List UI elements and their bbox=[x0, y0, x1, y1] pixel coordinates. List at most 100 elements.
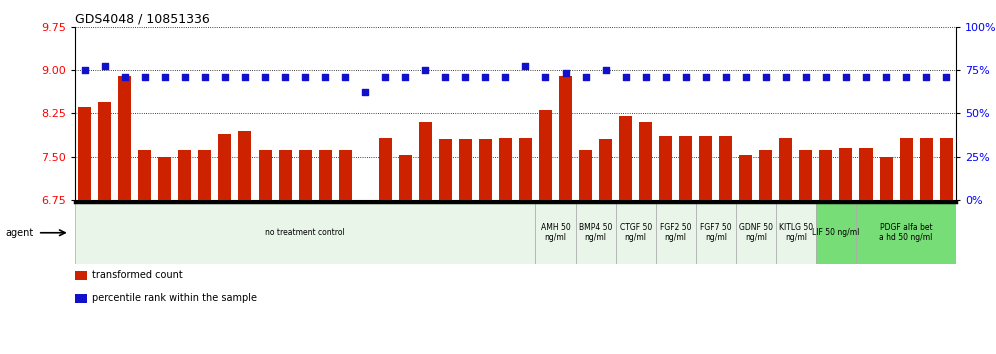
Point bbox=[237, 74, 253, 80]
Point bbox=[437, 74, 453, 80]
Bar bbox=[679, 136, 692, 200]
Text: PDGF alfa bet
a hd 50 ng/ml: PDGF alfa bet a hd 50 ng/ml bbox=[879, 223, 933, 242]
Point bbox=[97, 64, 113, 69]
Point bbox=[358, 90, 374, 95]
Bar bbox=[919, 138, 932, 200]
Point bbox=[417, 67, 433, 73]
Bar bbox=[576, 202, 616, 264]
Point bbox=[637, 74, 653, 80]
Point bbox=[477, 74, 493, 80]
Bar bbox=[398, 155, 411, 200]
Text: agent: agent bbox=[5, 228, 33, 238]
Bar bbox=[739, 155, 752, 200]
Point bbox=[397, 74, 413, 80]
Point bbox=[878, 74, 894, 80]
Bar bbox=[359, 200, 372, 202]
Text: percentile rank within the sample: percentile rank within the sample bbox=[92, 293, 257, 303]
Bar bbox=[820, 150, 833, 200]
Point bbox=[77, 67, 93, 73]
Point bbox=[518, 64, 534, 69]
Point bbox=[718, 74, 734, 80]
Bar bbox=[536, 202, 576, 264]
Bar bbox=[879, 156, 892, 200]
Bar bbox=[198, 150, 211, 200]
Bar bbox=[899, 138, 912, 200]
Point bbox=[197, 74, 213, 80]
Text: no treatment control: no treatment control bbox=[265, 228, 345, 237]
Bar bbox=[75, 202, 536, 264]
Bar bbox=[579, 150, 592, 200]
Point bbox=[758, 74, 774, 80]
Bar bbox=[539, 110, 552, 200]
Bar bbox=[776, 202, 816, 264]
Point bbox=[778, 74, 794, 80]
Point bbox=[698, 74, 714, 80]
Bar bbox=[800, 150, 813, 200]
Point bbox=[798, 74, 814, 80]
Bar bbox=[655, 202, 696, 264]
Bar bbox=[479, 139, 492, 200]
Point bbox=[277, 74, 293, 80]
Text: GDS4048 / 10851336: GDS4048 / 10851336 bbox=[75, 12, 209, 25]
Point bbox=[677, 74, 693, 80]
Bar bbox=[459, 139, 472, 200]
Bar bbox=[119, 76, 131, 200]
Bar bbox=[218, 133, 231, 200]
Bar bbox=[759, 150, 772, 200]
Bar bbox=[559, 76, 572, 200]
Bar bbox=[519, 138, 532, 200]
Bar bbox=[779, 138, 793, 200]
Point bbox=[578, 74, 594, 80]
Bar bbox=[696, 202, 736, 264]
Point bbox=[117, 74, 132, 80]
Bar bbox=[418, 122, 432, 200]
Point bbox=[618, 74, 633, 80]
Bar bbox=[178, 150, 191, 200]
Bar bbox=[339, 150, 352, 200]
Bar bbox=[79, 108, 92, 200]
Bar bbox=[639, 122, 652, 200]
Point bbox=[838, 74, 854, 80]
Text: transformed count: transformed count bbox=[92, 270, 182, 280]
Bar bbox=[299, 150, 312, 200]
Point bbox=[818, 74, 834, 80]
Bar bbox=[856, 202, 956, 264]
Text: GDNF 50
ng/ml: GDNF 50 ng/ml bbox=[739, 223, 773, 242]
Bar bbox=[439, 139, 452, 200]
Point bbox=[338, 74, 354, 80]
Point bbox=[297, 74, 313, 80]
Point bbox=[858, 74, 873, 80]
Point bbox=[217, 74, 233, 80]
Bar bbox=[99, 102, 112, 200]
Bar bbox=[939, 138, 952, 200]
Text: AMH 50
ng/ml: AMH 50 ng/ml bbox=[541, 223, 571, 242]
Text: KITLG 50
ng/ml: KITLG 50 ng/ml bbox=[779, 223, 813, 242]
Bar bbox=[840, 148, 853, 200]
Text: LIF 50 ng/ml: LIF 50 ng/ml bbox=[813, 228, 860, 237]
Point bbox=[317, 74, 333, 80]
Point bbox=[938, 74, 954, 80]
Text: BMP4 50
ng/ml: BMP4 50 ng/ml bbox=[579, 223, 613, 242]
Point bbox=[457, 74, 473, 80]
Point bbox=[257, 74, 273, 80]
Bar bbox=[279, 150, 292, 200]
Bar bbox=[616, 202, 655, 264]
Point bbox=[538, 74, 554, 80]
Bar bbox=[620, 116, 632, 200]
Bar bbox=[238, 131, 252, 200]
Point bbox=[558, 70, 574, 76]
Bar bbox=[816, 202, 856, 264]
Bar bbox=[860, 148, 872, 200]
Point bbox=[738, 74, 754, 80]
Bar bbox=[659, 136, 672, 200]
Point bbox=[598, 67, 614, 73]
Text: FGF2 50
ng/ml: FGF2 50 ng/ml bbox=[660, 223, 691, 242]
Bar bbox=[138, 150, 151, 200]
Point bbox=[157, 74, 173, 80]
Bar bbox=[719, 136, 732, 200]
Point bbox=[918, 74, 934, 80]
Text: FGF7 50
ng/ml: FGF7 50 ng/ml bbox=[700, 223, 732, 242]
Bar bbox=[599, 139, 613, 200]
Point bbox=[657, 74, 673, 80]
Bar bbox=[259, 150, 272, 200]
